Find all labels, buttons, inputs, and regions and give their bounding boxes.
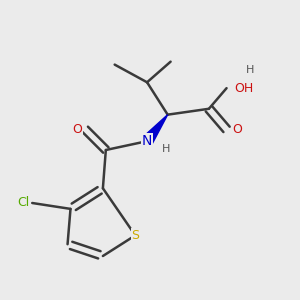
Text: N: N [142,134,152,148]
Text: O: O [72,123,82,136]
Text: OH: OH [234,82,253,95]
Text: O: O [232,123,242,136]
Text: H: H [162,143,170,154]
Text: H: H [246,65,254,76]
Polygon shape [142,115,168,145]
Text: S: S [131,229,139,242]
Text: Cl: Cl [17,196,29,209]
